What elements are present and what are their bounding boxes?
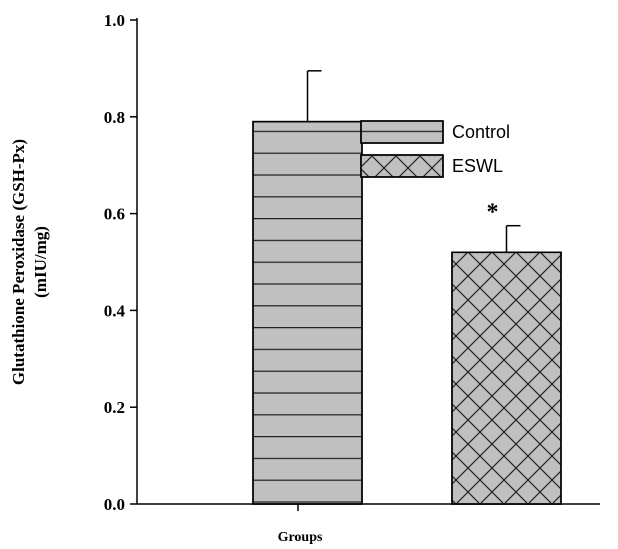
x-axis-label: Groups [278, 530, 323, 545]
y-tick-label: 0.8 [104, 108, 125, 127]
annotation: * [487, 200, 499, 226]
y-tick-label: 1.0 [104, 11, 125, 30]
y-tick-label: 0.2 [104, 398, 125, 417]
y-axis-label: (mIU/mg) [31, 226, 50, 298]
legend-swatch-pattern [360, 154, 444, 178]
y-axis-label-group: Glutathione Peroxidase (GSH-Px) (mIU/mg) [9, 139, 50, 385]
bar-pattern [252, 120, 363, 505]
y-tick-label: 0.0 [104, 495, 125, 514]
y-tick-label: 0.4 [104, 301, 126, 320]
y-axis-label: Glutathione Peroxidase (GSH-Px) [9, 139, 28, 385]
legend-label: Control [452, 122, 510, 142]
y-tick-label: 0.6 [104, 205, 125, 224]
bar-pattern [451, 251, 562, 505]
legend-label: ESWL [452, 156, 503, 176]
legend-swatch-pattern [360, 120, 444, 144]
